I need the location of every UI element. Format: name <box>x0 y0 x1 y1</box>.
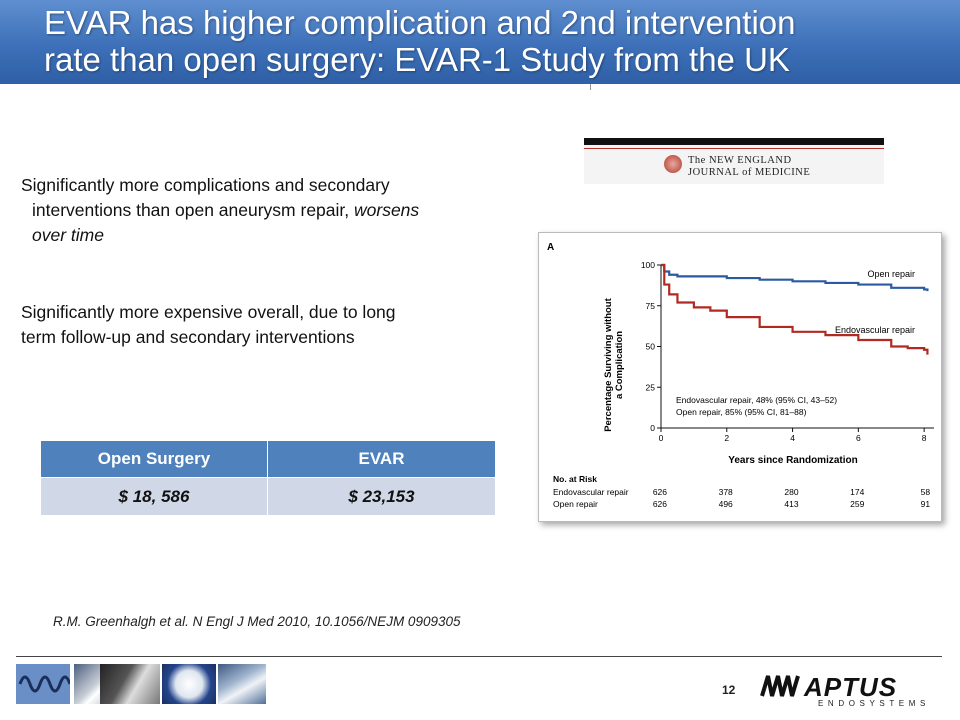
bullet-1-line-1: Significantly more complications and sec… <box>21 175 390 195</box>
risk-value: 496 <box>719 499 733 509</box>
nejm-red-rule <box>584 148 884 149</box>
thumbnail-anatomy-image <box>218 664 266 704</box>
annotation-endovascular: Endovascular repair, 48% (95% CI, 43–52) <box>676 395 837 405</box>
x-tick-label: 0 <box>659 433 664 443</box>
annotation-open: Open repair, 85% (95% CI, 81–88) <box>676 407 807 417</box>
y-axis-ticks: 0 25 50 75 100 <box>641 260 661 433</box>
citation: R.M. Greenhalgh et al. N Engl J Med 2010… <box>53 614 461 629</box>
brand-subtitle: ENDOSYSTEMS <box>818 699 930 708</box>
bullet-1-line-2: interventions than open aneurysm repair,… <box>21 198 511 223</box>
cost-table-header-row: Open Surgery EVAR <box>40 440 496 478</box>
y-tick-label: 0 <box>650 423 655 433</box>
nejm-name-line-1: The NEW ENGLAND <box>688 155 792 166</box>
header-open-surgery: Open Surgery <box>40 440 268 478</box>
nejm-top-bar <box>584 138 884 145</box>
series-open-repair-line <box>661 263 929 292</box>
kaplan-meier-figure: A 0 25 50 75 100 0 2 4 6 8 Percentage Surviving … <box>538 232 942 522</box>
x-axis-label: Years since Randomization <box>728 455 858 466</box>
risk-value: 174 <box>850 487 864 497</box>
cost-table: Open Surgery EVAR $ 18, 586 $ 23,153 <box>40 440 496 516</box>
risk-value: 280 <box>784 487 798 497</box>
thumbnail-wave-icon <box>16 664 72 704</box>
x-tick-label: 4 <box>790 433 795 443</box>
footer-divider <box>16 656 942 657</box>
x-axis-ticks: 0 2 4 6 8 <box>659 428 927 443</box>
title-bar: EVAR has higher complication and 2nd int… <box>0 0 960 84</box>
x-tick-label: 8 <box>922 433 927 443</box>
x-tick-label: 2 <box>724 433 729 443</box>
cost-open-surgery: $ 18, 586 <box>40 477 268 516</box>
aptus-wave-icon <box>760 675 800 697</box>
slide-title: EVAR has higher complication and 2nd int… <box>44 4 944 78</box>
risk-value: 626 <box>653 499 667 509</box>
risk-table-title: No. at Risk <box>553 474 597 484</box>
bullet-1-emphasis-2: over time <box>32 225 104 245</box>
risk-table-values: 626 378 280 174 58 626 496 413 259 91 <box>653 487 931 509</box>
bullet-2-line-1: Significantly more expensive overall, du… <box>21 302 396 322</box>
series-open-repair-label: Open repair <box>867 269 915 279</box>
y-axis-label: Percentage Surviving without a Complicat… <box>603 297 625 431</box>
series-endovascular-repair-label: Endovascular repair <box>835 325 915 335</box>
risk-row-endovascular-label: Endovascular repair <box>553 487 629 497</box>
y-tick-label: 100 <box>641 260 655 270</box>
y-axis-label-line-2: a Complication <box>614 331 625 399</box>
title-line-2: rate than open surgery: EVAR-1 Study fro… <box>44 41 790 78</box>
bullet-complications: Significantly more complications and sec… <box>21 173 511 248</box>
thumbnail-seal-image <box>162 664 216 704</box>
nejm-logo: The NEW ENGLAND JOURNAL of MEDICINE <box>584 138 884 184</box>
cost-table-value-row: $ 18, 586 $ 23,153 <box>40 477 496 516</box>
thumbnail-catheter-image <box>100 664 160 704</box>
x-tick-label: 6 <box>856 433 861 443</box>
header-evar: EVAR <box>267 440 496 478</box>
y-tick-label: 75 <box>646 301 656 311</box>
nejm-name-line-2: JOURNAL of MEDICINE <box>688 167 811 178</box>
bullet-2-line-2: term follow-up and secondary interventio… <box>21 327 355 347</box>
series-endovascular-repair-line <box>661 263 929 355</box>
risk-value: 91 <box>921 499 931 509</box>
risk-value: 626 <box>653 487 667 497</box>
bullet-cost: Significantly more expensive overall, du… <box>21 300 501 350</box>
title-line-1: EVAR has higher complication and 2nd int… <box>44 4 796 41</box>
risk-value: 378 <box>719 487 733 497</box>
bullet-1-line-2-text: interventions than open aneurysm repair, <box>32 200 354 220</box>
risk-row-open-label: Open repair <box>553 499 598 509</box>
kaplan-meier-chart: A 0 25 50 75 100 0 2 4 6 8 Percentage Surviving … <box>547 242 934 509</box>
divider-tick <box>590 84 591 90</box>
y-tick-label: 25 <box>646 382 656 392</box>
aptus-logo: APTUS ENDOSYSTEMS <box>760 670 944 710</box>
panel-label: A <box>547 242 554 253</box>
bullet-1-emphasis: worsens <box>354 200 420 220</box>
y-tick-label: 50 <box>646 342 656 352</box>
risk-value: 259 <box>850 499 864 509</box>
risk-value: 413 <box>784 499 798 509</box>
nejm-seal-icon <box>664 155 682 173</box>
cost-evar: $ 23,153 <box>267 477 496 516</box>
bullet-1-line-3: over time <box>21 223 511 248</box>
page-number: 12 <box>722 683 736 697</box>
y-axis-label-line-1: Percentage Surviving without <box>603 297 614 431</box>
brand-name: APTUS <box>804 672 898 702</box>
risk-value: 58 <box>921 487 931 497</box>
